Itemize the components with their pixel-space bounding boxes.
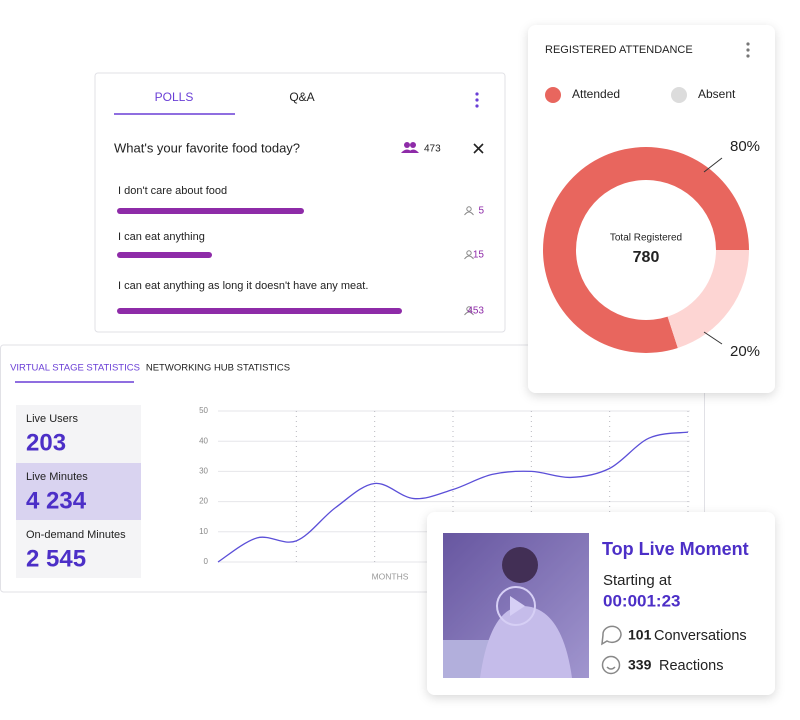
- users-icon: [401, 142, 419, 153]
- kpi-label: On-demand Minutes: [26, 529, 126, 541]
- moment-time: 00:001:23: [603, 591, 681, 610]
- option-label: I can eat anything: [118, 231, 205, 243]
- kpi-highlight: [16, 463, 141, 520]
- y-tick-label: 40: [199, 436, 208, 445]
- attendance-title: REGISTERED ATTENDANCE: [545, 44, 693, 56]
- reactions-label: Reactions: [659, 658, 723, 674]
- leader-line: [703, 157, 723, 173]
- conversations-count: 101: [628, 627, 652, 643]
- starting-label: Starting at: [603, 572, 672, 589]
- kpi-value: 203: [26, 429, 66, 456]
- option-count: 15: [473, 250, 485, 261]
- person-head: [466, 250, 472, 256]
- y-tick-label: 50: [199, 406, 208, 415]
- person-head: [466, 306, 472, 312]
- center-label: Total Registered: [610, 233, 682, 244]
- person-head: [466, 206, 472, 212]
- y-tick-label: 30: [199, 467, 208, 476]
- donut-segment: [543, 147, 749, 353]
- menu-icon[interactable]: [746, 42, 750, 58]
- video-thumbnail[interactable]: [443, 533, 589, 678]
- person-icon: [464, 306, 474, 316]
- value-label: 20%: [730, 343, 760, 360]
- y-tick-label: 10: [199, 527, 208, 536]
- option-bar: [117, 208, 304, 214]
- polls-tab[interactable]: POLLS: [155, 90, 194, 104]
- moment-title: Top Live Moment: [602, 539, 749, 559]
- line-series: [217, 431, 689, 563]
- kpi-label: Live Users: [26, 413, 78, 425]
- poll-total: 473: [424, 144, 441, 155]
- y-tick-label: 20: [199, 497, 208, 506]
- legend-label: Attended: [572, 87, 620, 101]
- option-bar: [117, 252, 212, 258]
- person-icon: [464, 206, 474, 216]
- qa-tab[interactable]: Q&A: [289, 90, 314, 104]
- x-axis-label: MONTHS: [372, 571, 409, 581]
- legend-dot: [671, 87, 687, 103]
- menu-icon[interactable]: [475, 92, 479, 108]
- donut-segment: [667, 250, 749, 348]
- stats-tab[interactable]: NETWORKING HUB STATISTICS: [146, 363, 290, 374]
- smile-icon: [601, 655, 621, 675]
- legend-dot: [545, 87, 561, 103]
- option-label: I can eat anything as long it doesn't ha…: [118, 280, 368, 292]
- polls-card: [94, 72, 506, 333]
- option-bar: [117, 308, 402, 314]
- person-body: [464, 311, 474, 316]
- kpi-label: Live Minutes: [26, 471, 88, 483]
- option-count: 5: [478, 206, 484, 217]
- value-label: 80%: [730, 138, 760, 155]
- chat-icon: [601, 625, 622, 646]
- person-icon: [464, 250, 474, 260]
- kpi-value: 2 545: [26, 545, 86, 572]
- poll-question: What's your favorite food today?: [114, 140, 300, 155]
- stats-tab[interactable]: VIRTUAL STAGE STATISTICS: [10, 363, 140, 374]
- legend-label: Absent: [698, 87, 736, 101]
- y-tick-label: 0: [204, 557, 209, 566]
- leader-line: [703, 331, 723, 345]
- option-count: 453: [467, 306, 484, 317]
- option-label: I don't care about food: [118, 185, 227, 197]
- person-body: [464, 211, 474, 216]
- center-value: 780: [633, 249, 660, 266]
- reactions-count: 339: [628, 657, 652, 673]
- person-body: [464, 255, 474, 260]
- kpi-value: 4 234: [26, 487, 87, 514]
- conversations-label: Conversations: [654, 628, 747, 644]
- close-icon[interactable]: [473, 143, 484, 154]
